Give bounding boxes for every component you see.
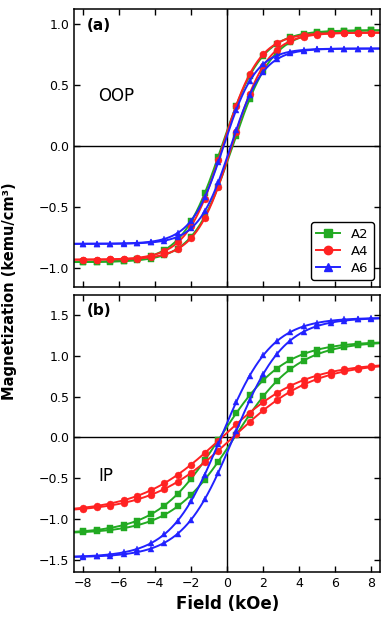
Text: IP: IP xyxy=(99,466,113,485)
Text: (a): (a) xyxy=(86,18,110,33)
X-axis label: Field (kOe): Field (kOe) xyxy=(176,595,279,614)
Text: (b): (b) xyxy=(86,303,111,318)
Text: Magnetization (kemu/cm³): Magnetization (kemu/cm³) xyxy=(2,182,17,399)
Text: OOP: OOP xyxy=(99,87,135,105)
Legend: A2, A4, A6: A2, A4, A6 xyxy=(311,222,374,280)
